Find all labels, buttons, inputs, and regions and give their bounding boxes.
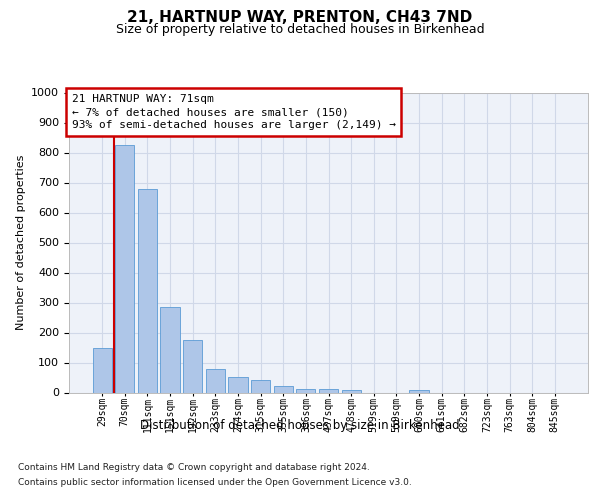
- Text: Distribution of detached houses by size in Birkenhead: Distribution of detached houses by size …: [140, 420, 460, 432]
- Bar: [319, 389, 338, 392]
- Text: Contains public sector information licensed under the Open Government Licence v3: Contains public sector information licen…: [18, 478, 412, 487]
- Text: 21 HARTNUP WAY: 71sqm
← 7% of detached houses are smaller (150)
93% of semi-deta: 21 HARTNUP WAY: 71sqm ← 7% of detached h…: [71, 94, 395, 130]
- Bar: [229, 376, 248, 392]
- Bar: [274, 386, 293, 392]
- Bar: [206, 368, 225, 392]
- Bar: [138, 188, 157, 392]
- Bar: [160, 307, 180, 392]
- Text: Contains HM Land Registry data © Crown copyright and database right 2024.: Contains HM Land Registry data © Crown c…: [18, 463, 370, 472]
- Bar: [409, 390, 428, 392]
- Bar: [296, 388, 316, 392]
- Y-axis label: Number of detached properties: Number of detached properties: [16, 155, 26, 330]
- Bar: [341, 390, 361, 392]
- Text: Size of property relative to detached houses in Birkenhead: Size of property relative to detached ho…: [116, 24, 484, 36]
- Bar: [183, 340, 202, 392]
- Bar: [115, 145, 134, 392]
- Bar: [92, 348, 112, 393]
- Text: 21, HARTNUP WAY, PRENTON, CH43 7ND: 21, HARTNUP WAY, PRENTON, CH43 7ND: [127, 10, 473, 25]
- Bar: [251, 380, 270, 392]
